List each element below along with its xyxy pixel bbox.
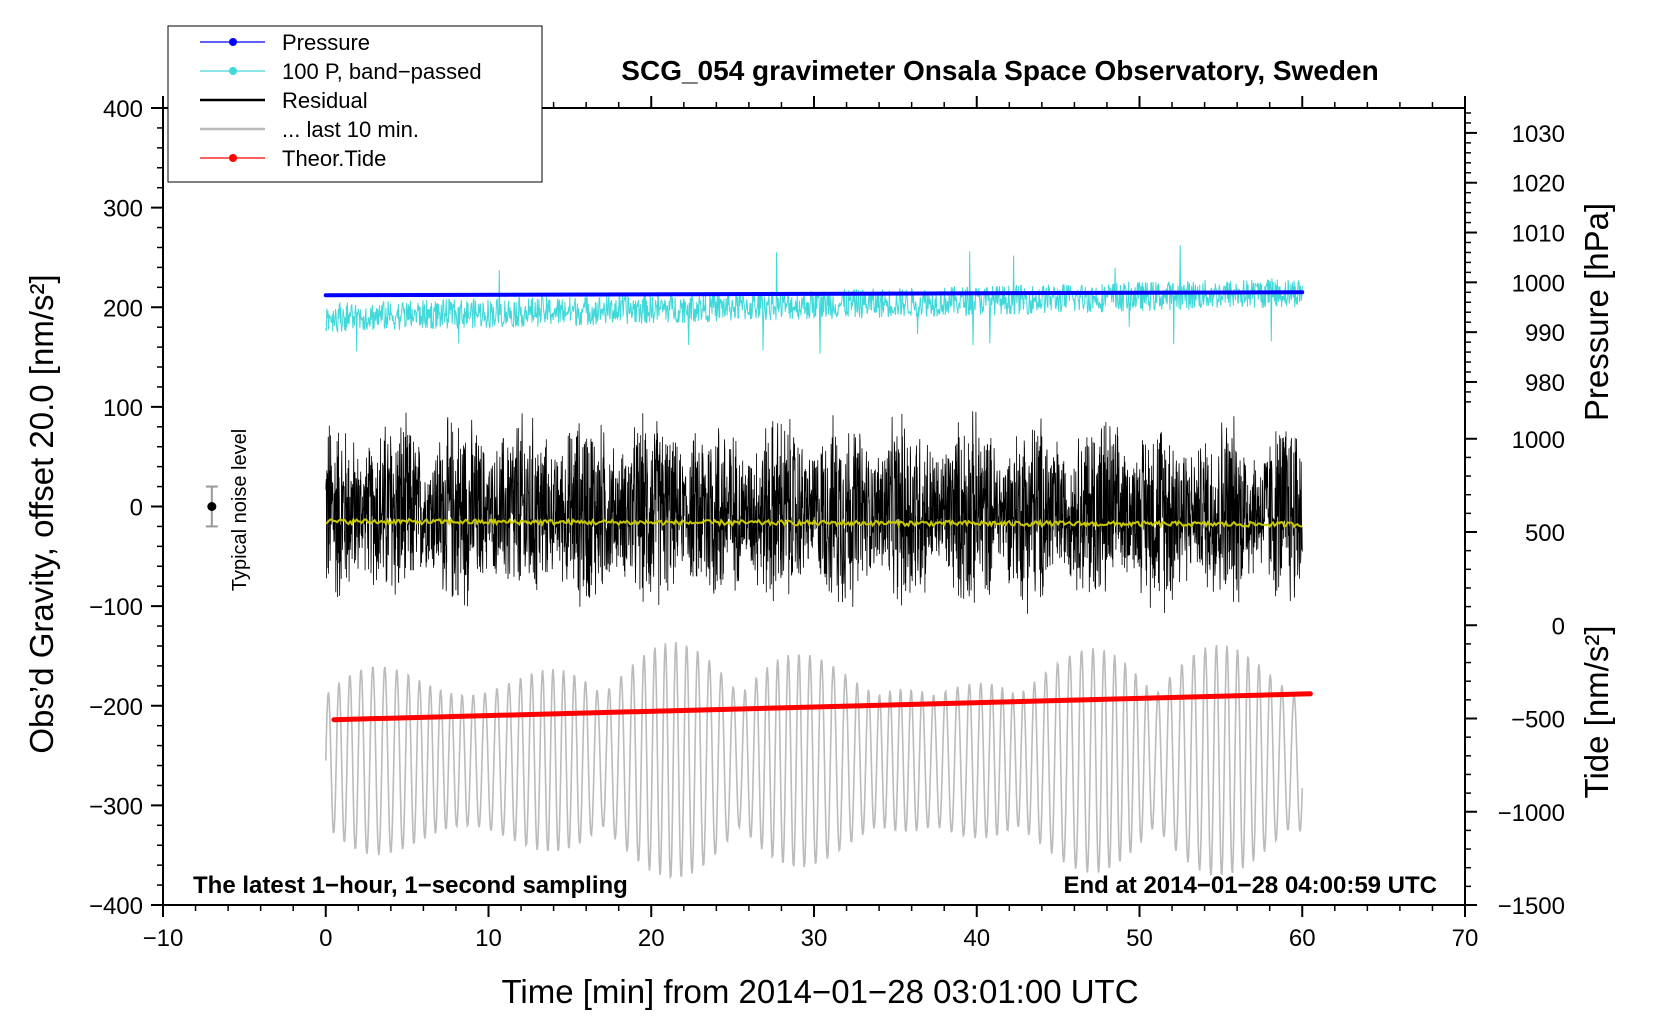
tide-axis-ticks: 1000 500 0 −500 −1000 −1500 [1465,427,1565,920]
series-pressure [323,290,1305,298]
noise-level-indicator [205,485,218,528]
y-tick-label: 100 [103,395,143,422]
y-tick-label: −100 [89,594,143,621]
series-theor-tide [331,691,1313,723]
x-tick-label: 50 [1126,925,1153,952]
y-tick-label: 0 [130,495,143,522]
legend-box [167,25,543,183]
pressure-tick-label: 1000 [1512,270,1565,297]
y-tick-label: −400 [89,893,143,920]
y-tick-label: 300 [103,196,143,223]
pressure-tick-label: 1010 [1512,221,1565,248]
legend-label: ... last 10 min. [282,117,419,142]
tide-tick-label: −1000 [1498,800,1565,827]
series-layer [323,245,1313,880]
noise-level-label: Typical noise level [229,429,251,591]
x-tick-label: 30 [801,925,828,952]
tide-tick-label: 0 [1552,613,1565,640]
x-tick-label: 70 [1452,925,1479,952]
y-tick-label: −300 [89,793,143,820]
y-axis-ticks: 400 300 200 100 0 −100 −200 −300 −400 [89,96,163,920]
pressure-tick-label: 990 [1525,320,1565,347]
y-tick-label: −200 [89,694,143,721]
tide-tick-label: 1000 [1512,427,1565,454]
tide-tick-label: −1500 [1498,893,1565,920]
pressure-tick-label: 980 [1525,370,1565,397]
legend-label: Residual [282,88,368,113]
x-tick-label: 10 [475,925,502,952]
x-axis-ticks: −10 0 10 20 30 40 50 60 70 [143,96,1479,952]
legend: Pressure 100 P, band−passed Residual ... la… [167,25,543,183]
legend-marker [229,38,237,46]
legend-label: Theor.Tide [282,146,386,171]
x-tick-label: −10 [143,925,184,952]
noise-point [207,502,217,511]
tide-tick-label: 500 [1525,520,1565,547]
series-pressure-bandpassed [325,245,1303,354]
y-axis-title-pressure: Pressure [hPa] [1578,203,1615,421]
x-tick-label: 60 [1289,925,1316,952]
y-tick-label: 200 [103,295,143,322]
y-tick-label: 400 [103,96,143,123]
legend-marker [229,67,237,75]
x-axis-title: Time [min] from 2014−01−28 03:01:00 UTC [501,973,1138,1010]
series-residual-smoothed [325,517,1303,529]
chart-title: SCG_054 gravimeter Onsala Space Observat… [621,55,1378,86]
pressure-tick-label: 1030 [1512,121,1565,148]
tide-tick-label: −500 [1511,707,1565,734]
end-time-note: End at 2014−01−28 04:00:59 UTC [1063,872,1437,899]
legend-label: Pressure [282,30,370,55]
series-last-10-min [325,642,1304,880]
sampling-note: The latest 1−hour, 1−second sampling [193,872,628,899]
pressure-tick-label: 1020 [1512,171,1565,198]
y-axis-title-tide: Tide [nm/s²] [1578,626,1615,799]
pressure-axis-ticks: 1030 1020 1010 1000 990 980 [1465,112,1565,403]
legend-marker [229,154,237,162]
series-residual [325,411,1303,614]
x-tick-label: 20 [638,925,665,952]
x-tick-label: 40 [963,925,990,952]
x-tick-label: 0 [319,925,332,952]
legend-label: 100 P, band−passed [282,59,482,84]
y-axis-title-left: Obs’d Gravity, offset 20.0 [nm/s²] [23,274,60,753]
